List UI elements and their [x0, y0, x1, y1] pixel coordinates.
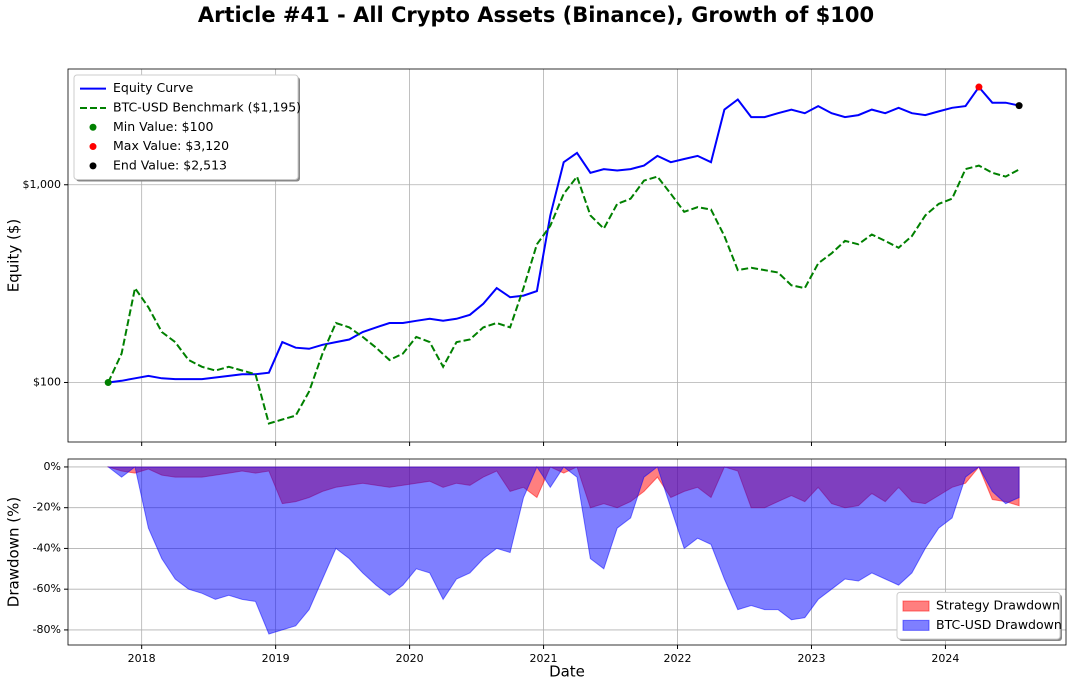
legend-swatch: [89, 162, 97, 170]
legend-label: End Value: $2,513: [113, 157, 227, 172]
legend-label: Max Value: $3,120: [113, 138, 229, 153]
x-tick-label: 2018: [128, 652, 156, 665]
y-axis-label: Equity ($): [5, 219, 23, 292]
plot-area: [107, 465, 1020, 635]
figure-title: Article #41 - All Crypto Assets (Binance…: [198, 3, 874, 27]
marker-point: [975, 83, 983, 91]
legend-label: Min Value: $100: [113, 119, 214, 134]
line-series: [108, 85, 1020, 384]
x-tick-label: 2022: [664, 652, 692, 665]
x-tick-label: 2020: [396, 652, 424, 665]
legend: [73, 74, 299, 180]
x-axis-label: Date: [549, 663, 585, 681]
x-tick-label: 2024: [931, 652, 959, 665]
legend-label: Equity Curve: [113, 80, 194, 95]
y-tick-label: -40%: [33, 541, 61, 554]
legend-swatch: [89, 123, 97, 131]
x-tick-label: 2023: [797, 652, 825, 665]
plot-frame: [67, 458, 1067, 646]
legend-swatch: [89, 143, 97, 151]
y-tick-label: -20%: [33, 501, 61, 514]
marker-point: [1015, 102, 1023, 110]
legend-label: BTC-USD Benchmark ($1,195): [113, 99, 301, 114]
legend: [896, 591, 1061, 640]
area-series: [107, 465, 1020, 635]
y-tick-label: -60%: [33, 582, 61, 595]
y-tick-label: $100: [33, 375, 61, 388]
legend-swatch: [902, 600, 930, 612]
plot-area: [107, 85, 1020, 425]
plot-frame: [67, 68, 1067, 443]
y-axis-label: Drawdown (%): [5, 497, 23, 607]
x-tick-label: 2021: [530, 652, 558, 665]
y-tick-label: $1,000: [23, 178, 62, 191]
y-tick-label: 0%: [44, 460, 61, 473]
legend-label: BTC-USD Drawdown: [936, 617, 1062, 632]
legend-label: Strategy Drawdown: [936, 598, 1060, 613]
legend-swatch: [902, 619, 930, 631]
line-series: [107, 164, 1020, 425]
y-tick-label: -80%: [33, 623, 61, 636]
x-tick-label: 2019: [262, 652, 290, 665]
marker-point: [104, 378, 112, 386]
